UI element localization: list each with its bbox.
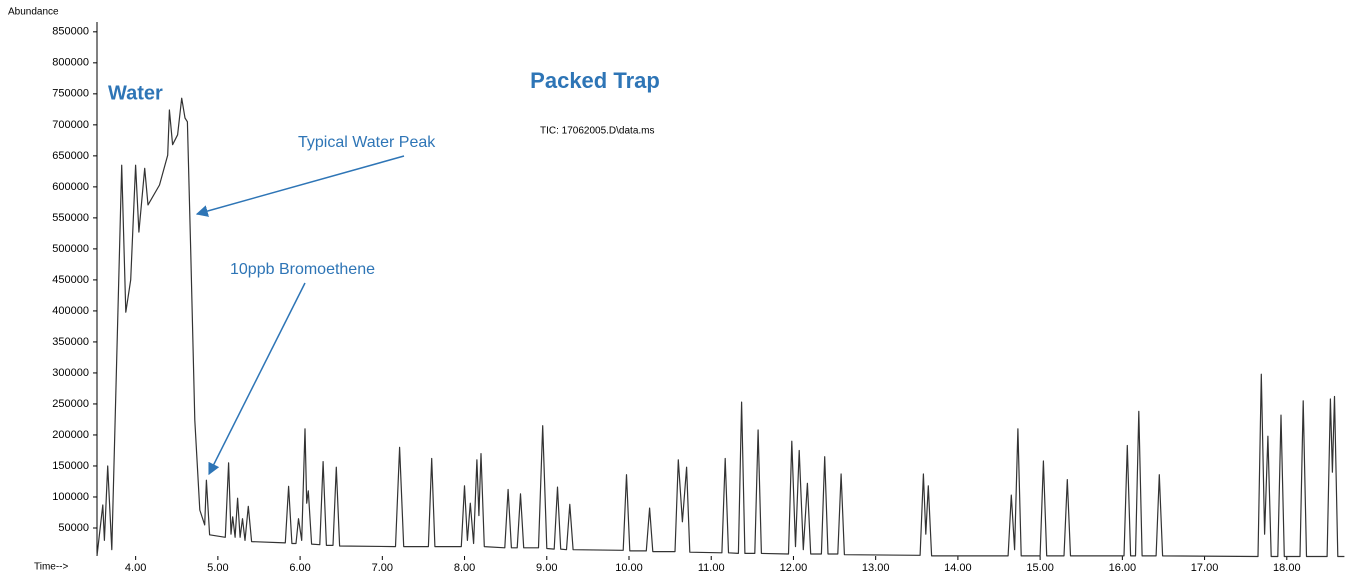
x-tick-label: 18.00 [1273,562,1301,574]
y-tick-label: 400000 [52,305,89,317]
y-tick-label: 300000 [52,367,89,379]
arrow [208,282,306,476]
arrow [195,155,405,217]
x-tick-label: 15.00 [1026,562,1054,574]
y-tick-label: 550000 [52,212,89,224]
x-tick-label: 13.00 [862,562,890,574]
x-tick-label: 16.00 [1109,562,1137,574]
y-tick-label: 50000 [58,522,89,534]
y-tick-label: 650000 [52,150,89,162]
y-tick-label: 250000 [52,398,89,410]
y-tick-label: 700000 [52,119,89,131]
x-tick-label: 12.00 [780,562,808,574]
y-tick-label: 600000 [52,181,89,193]
chart-title: Packed Trap [530,68,660,93]
annotation: Water [108,82,163,104]
x-tick-label: 9.00 [536,562,557,574]
y-tick-label: 500000 [52,243,89,255]
y-tick-label: 350000 [52,336,89,348]
chromatogram-line [96,97,1345,558]
annotation: 10ppb Bromoethene [230,261,375,278]
subtitle: TIC: 17062005.D\data.ms [540,126,655,137]
y-tick-label: 450000 [52,274,89,286]
x-tick-label: 4.00 [125,562,146,574]
x-tick-label: 8.00 [454,562,475,574]
x-tick-label: 10.00 [615,562,643,574]
y-tick-label: 850000 [52,26,89,38]
x-tick-label: 17.00 [1191,562,1219,574]
x-tick-label: 5.00 [207,562,228,574]
annotation: Typical Water Peak [298,134,436,151]
y-axis-label: Abundance [8,7,59,18]
x-tick-label: 14.00 [944,562,972,574]
x-axis-label: Time--> [34,562,69,573]
y-tick-label: 800000 [52,57,89,69]
y-tick-label: 150000 [52,460,89,472]
y-tick-label: 750000 [52,88,89,100]
x-tick-label: 6.00 [289,562,310,574]
y-tick-label: 200000 [52,429,89,441]
x-tick-label: 11.00 [698,562,725,574]
x-tick-label: 7.00 [372,562,393,574]
y-tick-label: 100000 [52,491,89,503]
